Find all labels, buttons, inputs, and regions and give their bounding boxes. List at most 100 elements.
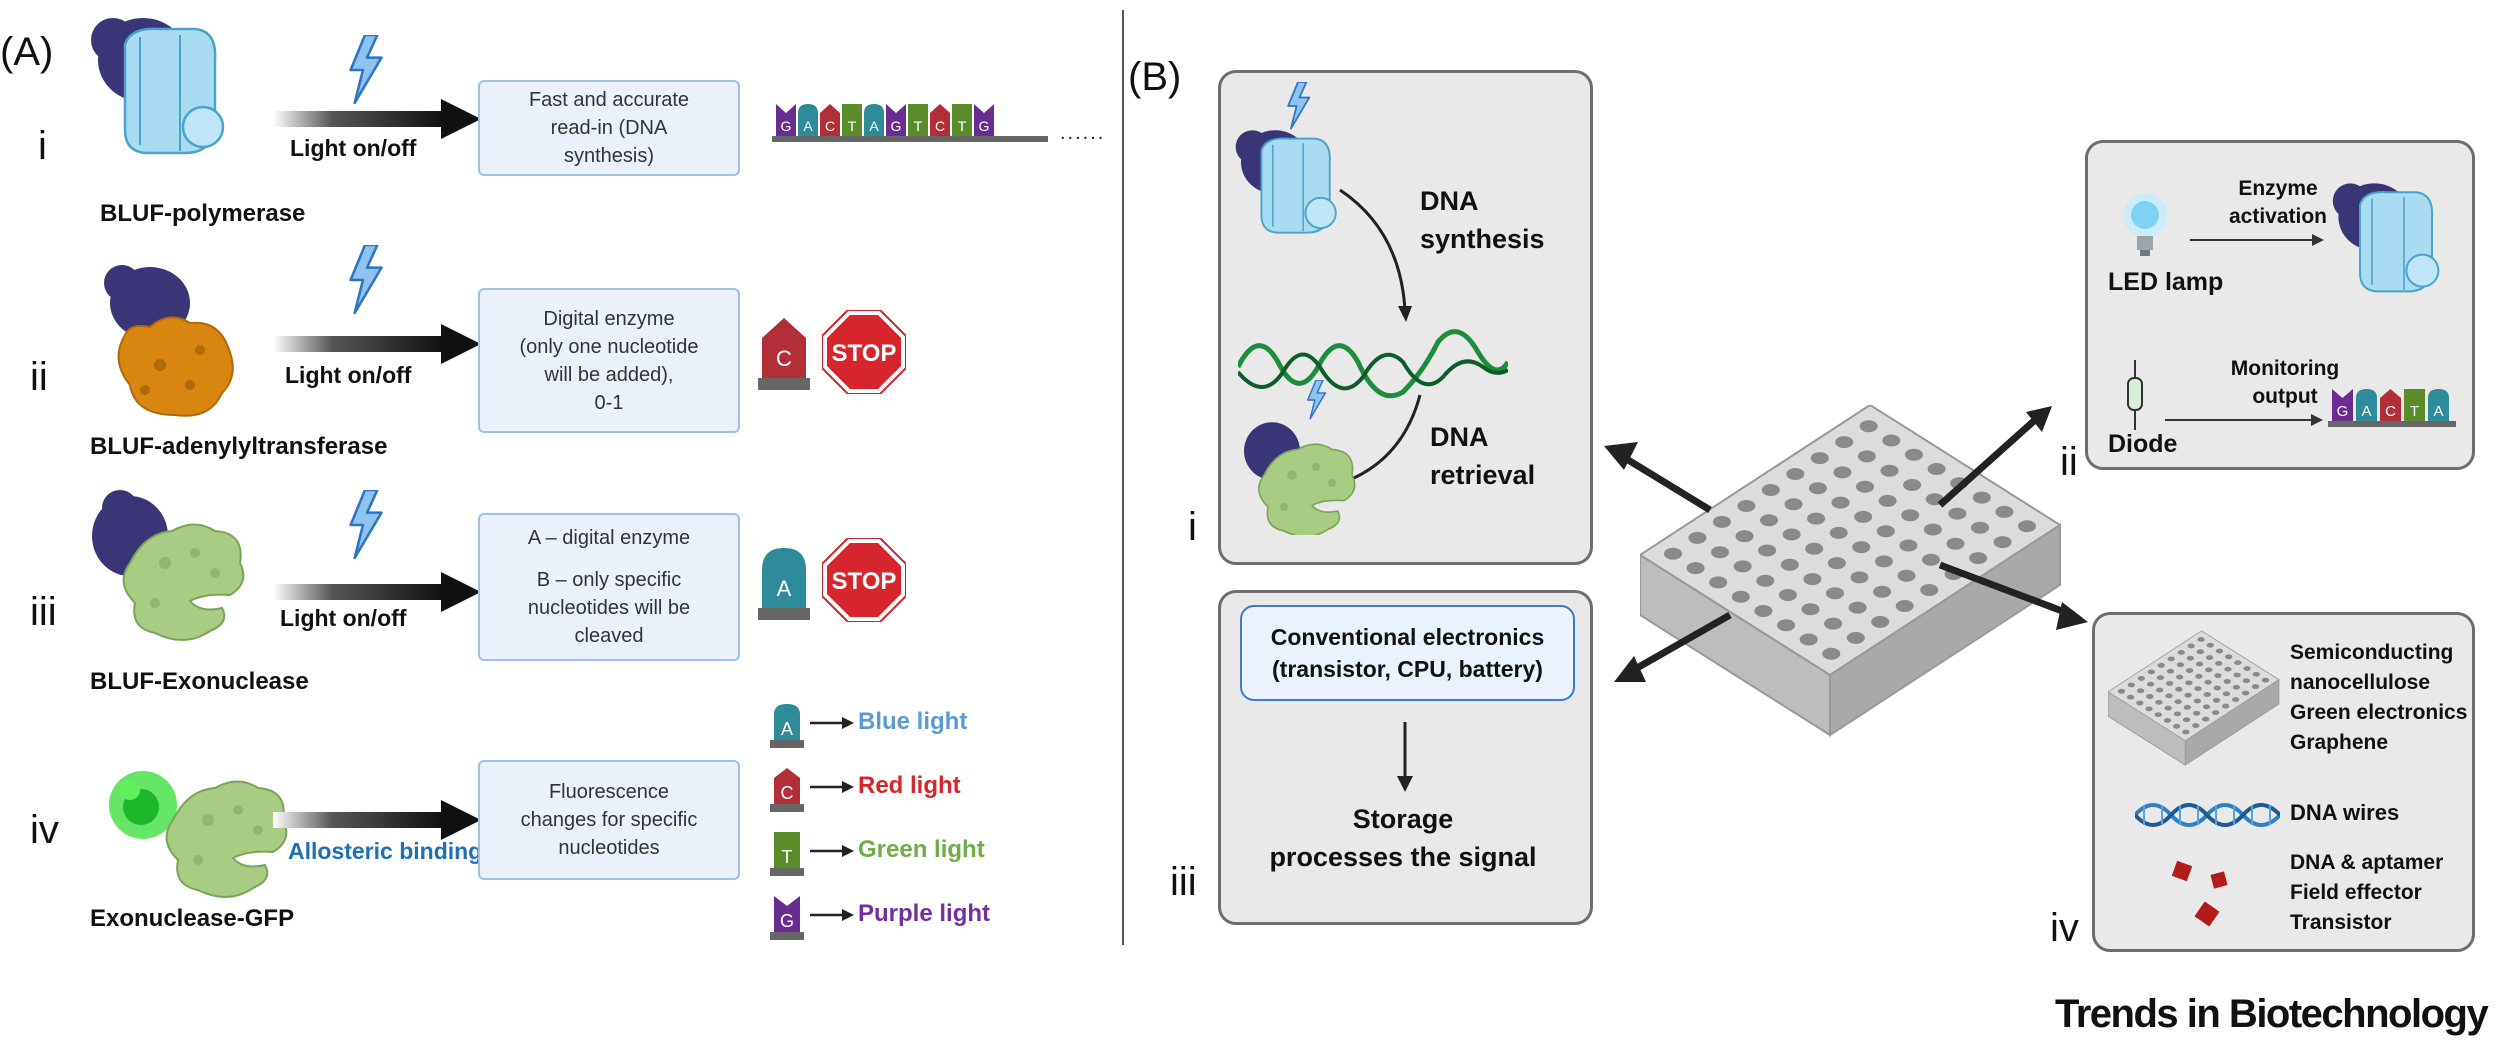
nucleotide-letter: C (935, 118, 945, 134)
nucleotide-letter: G (781, 118, 792, 134)
pore (1833, 466, 1852, 479)
pore (2233, 672, 2241, 678)
nucleotide-c-letter: C (776, 346, 792, 371)
pore (1778, 589, 1797, 601)
storage-line: processes the signal (1269, 842, 1537, 872)
info-box-exonuclease: A – digital enzyme B – only specific nuc… (478, 513, 740, 661)
monitoring-line: output (2252, 385, 2318, 408)
pore (1873, 585, 1892, 598)
connector-arrows (1604, 406, 2088, 682)
pore (2234, 660, 2242, 666)
aptamer-particles-icon (2171, 860, 2228, 927)
pore (2212, 697, 2221, 703)
diode-icon (2127, 360, 2143, 430)
lightning-icon (349, 35, 383, 105)
materials-line: Green electronics (2290, 701, 2468, 724)
pore (2193, 698, 2201, 704)
pore (1829, 526, 1848, 539)
nucleotide-a: A (2428, 389, 2449, 421)
stop-sign-icon (822, 310, 906, 394)
arrow-icon (810, 845, 854, 857)
pore (2146, 694, 2154, 699)
pore (1923, 523, 1942, 536)
info-line: Fluorescence (548, 781, 670, 803)
materials-list: Semiconducting nanocellulose Green elect… (2290, 638, 2467, 758)
pore (2186, 655, 2195, 661)
pore (2173, 711, 2182, 717)
row-ii-roman: ii (30, 355, 48, 399)
monitoring-line: Monitoring (2230, 357, 2340, 380)
nucleotide-a: A (2356, 389, 2377, 421)
nucleotide-t: T (842, 104, 862, 136)
panel-b-roman-iii: iii (1170, 860, 1197, 904)
conventional-line: (transistor, CPU, battery) (1272, 656, 1543, 682)
nucleotide-letter: C (781, 783, 794, 803)
pore (1810, 452, 1829, 465)
panel-b-roman-iv: iv (2050, 906, 2079, 950)
pore (2243, 666, 2251, 671)
dna-helix-illustration (1238, 329, 1508, 399)
pore (2242, 678, 2251, 684)
info-line: B – only specific (536, 569, 682, 591)
pore (1688, 531, 1707, 544)
nucleotide-a-letter: A (777, 576, 792, 601)
panel-divider (1122, 10, 1124, 945)
pore (2165, 693, 2173, 699)
pore (1969, 552, 1988, 565)
arrow-icon (273, 324, 481, 364)
pore (1901, 509, 1920, 522)
pore (2261, 677, 2270, 683)
exonuclease-illustration (1244, 422, 1356, 535)
nucleotide-letter: G (891, 118, 902, 134)
pore (1880, 464, 1899, 477)
pore (2195, 673, 2203, 679)
pore (1822, 647, 1841, 660)
pore (2164, 705, 2172, 711)
pore (2182, 729, 2190, 735)
pore (2126, 694, 2135, 700)
pore (1831, 496, 1850, 509)
nucleotide-g-icon: G (770, 896, 804, 940)
pore (2196, 649, 2205, 655)
led-lamp-icon (2123, 193, 2167, 256)
pore (2136, 700, 2144, 706)
conventional-line: Conventional electronics (1270, 624, 1545, 650)
nucleotide-g: G (2332, 389, 2353, 421)
pore (2182, 717, 2191, 723)
info-line: read-in (DNA (550, 117, 668, 139)
bluf-exonuclease-illustration (92, 490, 245, 642)
pore (2156, 675, 2165, 681)
panel-b-roman-ii: ii (2060, 440, 2078, 484)
pore (1897, 569, 1916, 582)
dna-synthesis-line: synthesis (1420, 224, 1545, 254)
dna-synthesis-label: DNA synthesis (1420, 182, 1545, 258)
nucleotide-c-icon: C (770, 768, 804, 812)
pore (2202, 704, 2211, 710)
nucleotide-letter: A (781, 719, 793, 739)
pore (2145, 706, 2153, 712)
nucleotide-g: G (974, 104, 994, 136)
nucleotide-a: A (864, 104, 884, 136)
stop-sign-icon (822, 538, 906, 622)
pore (1895, 600, 1914, 612)
info-line: will be added), (544, 363, 674, 386)
pore (2222, 703, 2230, 709)
pore (1711, 546, 1729, 559)
bluf-polymerase-label: BLUF-polymerase (100, 200, 306, 227)
pore (1835, 436, 1854, 449)
pore (1854, 510, 1873, 523)
nucleotide-g: G (886, 104, 906, 136)
nucleotide-letter: A (869, 118, 879, 134)
pore (1686, 562, 1705, 575)
lightning-icon (349, 245, 383, 315)
pore (2167, 656, 2175, 662)
pore (1803, 573, 1822, 586)
pore (2197, 637, 2205, 642)
pore (2222, 691, 2231, 697)
exonuclease-gfp-illustration (109, 771, 288, 899)
row-iv-roman: iv (30, 808, 59, 852)
nucleotide-base (770, 932, 804, 940)
enzyme-activation-line: Enzyme (2238, 177, 2318, 200)
